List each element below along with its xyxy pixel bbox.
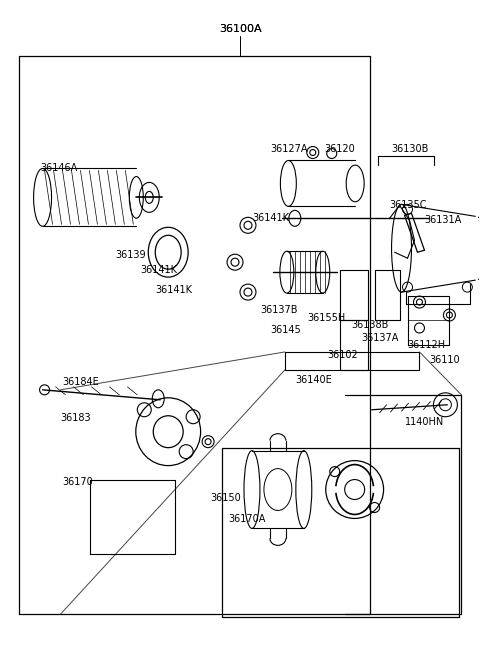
Text: 36139: 36139 bbox=[115, 250, 146, 260]
Text: 36110: 36110 bbox=[430, 355, 460, 365]
Text: 36170: 36170 bbox=[62, 476, 93, 487]
Text: 1140HN: 1140HN bbox=[405, 417, 444, 427]
Text: 36130B: 36130B bbox=[392, 144, 429, 154]
Text: 36100A: 36100A bbox=[219, 24, 261, 34]
Text: 36146A: 36146A bbox=[41, 163, 78, 173]
Text: 36141K: 36141K bbox=[155, 285, 192, 295]
Text: 36137A: 36137A bbox=[361, 333, 399, 343]
Text: 36184E: 36184E bbox=[62, 377, 99, 387]
Text: 36183: 36183 bbox=[60, 413, 91, 422]
Text: 36138B: 36138B bbox=[352, 320, 389, 330]
Text: 36145: 36145 bbox=[270, 325, 300, 335]
Text: 36127A: 36127A bbox=[270, 144, 307, 154]
Text: 36112H: 36112H bbox=[408, 340, 445, 350]
Text: 36155H: 36155H bbox=[308, 313, 346, 323]
Bar bbox=[340, 320, 368, 370]
Text: 36131A: 36131A bbox=[424, 215, 462, 225]
Text: 36150: 36150 bbox=[210, 493, 241, 502]
Text: 36141K: 36141K bbox=[252, 213, 289, 223]
Text: 36135C: 36135C bbox=[390, 200, 427, 211]
Text: 36120: 36120 bbox=[325, 144, 356, 154]
Text: 36137B: 36137B bbox=[260, 305, 298, 315]
Text: 36140E: 36140E bbox=[295, 375, 332, 385]
Text: 36141K: 36141K bbox=[140, 265, 177, 275]
Text: 36100A: 36100A bbox=[219, 24, 261, 34]
Text: 36170A: 36170A bbox=[228, 514, 265, 524]
Text: 36102: 36102 bbox=[328, 350, 359, 360]
